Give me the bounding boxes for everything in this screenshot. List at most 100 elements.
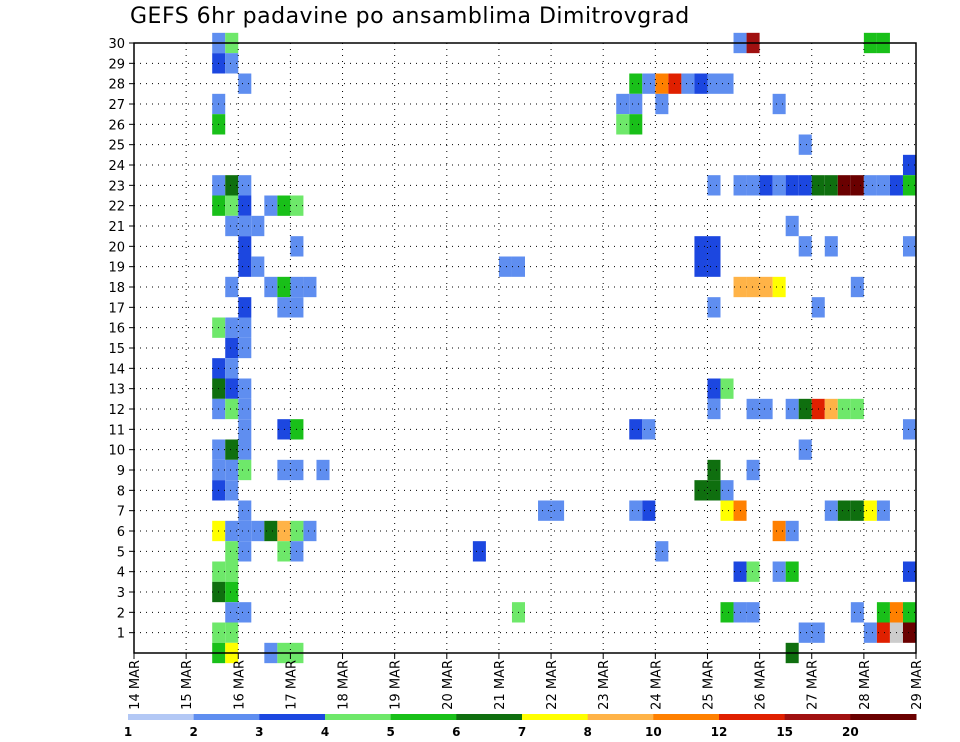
heatmap-cell bbox=[238, 419, 252, 440]
y-tick-label: 11 bbox=[108, 423, 125, 438]
heatmap-cell bbox=[472, 541, 486, 562]
heatmap-cell bbox=[238, 195, 252, 216]
heatmap-cell bbox=[225, 459, 239, 481]
y-tick-label: 20 bbox=[108, 240, 125, 255]
legend-swatch bbox=[456, 714, 523, 720]
heatmap-cell bbox=[238, 459, 252, 481]
heatmap-cell bbox=[746, 276, 760, 298]
heatmap-cell bbox=[225, 480, 239, 501]
legend-label: 3 bbox=[255, 725, 263, 739]
x-tick-label: 16 MAR bbox=[232, 660, 247, 710]
heatmap-cell bbox=[303, 520, 317, 542]
heatmap-cell bbox=[225, 520, 239, 542]
x-tick-label: 25 MAR bbox=[701, 660, 716, 710]
heatmap-cell bbox=[837, 398, 851, 420]
y-tick-label: 16 bbox=[108, 322, 125, 337]
legend-swatch bbox=[325, 714, 392, 720]
heatmap-cell bbox=[277, 541, 291, 562]
heatmap-cell bbox=[707, 459, 721, 481]
heatmap-cell bbox=[824, 236, 838, 257]
heatmap-cell bbox=[629, 73, 643, 94]
y-tick-label: 30 bbox=[108, 37, 125, 52]
heatmap-cell bbox=[824, 175, 838, 196]
heatmap-cell bbox=[694, 480, 708, 501]
heatmap-cell bbox=[707, 297, 721, 318]
x-tick-label: 14 MAR bbox=[128, 660, 143, 710]
heatmap-cell bbox=[225, 337, 239, 359]
heatmap-cell bbox=[798, 622, 812, 643]
heatmap-cell bbox=[238, 541, 252, 562]
heatmap-cell bbox=[251, 256, 265, 277]
y-tick-label: 13 bbox=[108, 383, 125, 398]
heatmap-cell bbox=[277, 459, 291, 481]
legend-label: 20 bbox=[842, 725, 859, 739]
legend-label: 10 bbox=[645, 725, 662, 739]
legend-label: 8 bbox=[583, 725, 591, 739]
heatmap-cell bbox=[850, 602, 864, 623]
heatmap-cell bbox=[720, 73, 734, 94]
heatmap-cell bbox=[902, 622, 916, 643]
heatmap-cell bbox=[551, 500, 565, 521]
y-tick-label: 26 bbox=[108, 118, 125, 133]
heatmap-cell bbox=[798, 236, 812, 257]
heatmap-cell bbox=[759, 175, 773, 196]
heatmap-cell bbox=[720, 500, 734, 521]
legend-swatch bbox=[522, 714, 589, 720]
x-tick-label: 21 MAR bbox=[493, 660, 508, 710]
heatmap-cell bbox=[225, 215, 239, 237]
heatmap-cell bbox=[655, 541, 669, 562]
heatmap-cell bbox=[642, 73, 656, 94]
x-tick-label: 27 MAR bbox=[806, 660, 821, 710]
x-tick-label: 18 MAR bbox=[337, 660, 352, 710]
heatmap-cell bbox=[720, 602, 734, 623]
heatmap-cell bbox=[225, 622, 239, 643]
heatmap-cell bbox=[850, 500, 864, 521]
legend-swatch bbox=[719, 714, 786, 720]
heatmap-cell bbox=[225, 378, 239, 399]
heatmap-cell bbox=[277, 419, 291, 440]
heatmap-cell bbox=[316, 459, 330, 481]
heatmap-cell bbox=[264, 276, 278, 298]
heatmap-cell bbox=[225, 276, 239, 298]
heatmap-cell bbox=[238, 175, 252, 196]
heatmap-cell bbox=[720, 378, 734, 399]
y-tick-label: 2 bbox=[117, 606, 125, 621]
heatmap-cell bbox=[277, 195, 291, 216]
heatmap-cell bbox=[238, 297, 252, 318]
heatmap-cell bbox=[798, 134, 812, 155]
heatmap-cell bbox=[225, 317, 239, 338]
heatmap-cell bbox=[707, 175, 721, 196]
heatmap-cell bbox=[902, 561, 916, 582]
legend-label: 6 bbox=[452, 725, 460, 739]
y-tick-label: 8 bbox=[117, 484, 125, 499]
heatmap-cell bbox=[225, 175, 239, 196]
y-tick-label: 5 bbox=[117, 545, 125, 560]
y-tick-label: 10 bbox=[108, 444, 125, 459]
y-tick-label: 17 bbox=[108, 301, 125, 316]
heatmap-cell bbox=[863, 175, 877, 196]
y-tick-label: 25 bbox=[108, 139, 125, 154]
heatmap-cell bbox=[225, 53, 239, 74]
heatmap-cell bbox=[238, 500, 252, 521]
heatmap-cell bbox=[876, 622, 890, 643]
y-tick-label: 3 bbox=[117, 586, 125, 601]
y-tick-label: 14 bbox=[108, 362, 125, 377]
legend-label: 5 bbox=[386, 725, 394, 739]
legend-swatch bbox=[390, 714, 457, 720]
heatmap-cell bbox=[902, 154, 916, 176]
legend-swatch bbox=[193, 714, 260, 720]
legend-label: 15 bbox=[776, 725, 793, 739]
heatmap-cell bbox=[655, 73, 669, 94]
x-tick-label: 22 MAR bbox=[545, 660, 560, 710]
legend-label: 1 bbox=[124, 725, 132, 739]
heatmap-cell bbox=[238, 73, 252, 94]
heatmap-cell bbox=[694, 236, 708, 257]
y-tick-label: 22 bbox=[108, 200, 125, 215]
y-tick-label: 29 bbox=[108, 57, 125, 72]
heatmap-cell bbox=[850, 398, 864, 420]
heatmap-cell bbox=[264, 195, 278, 216]
heatmap-cell bbox=[746, 602, 760, 623]
heatmap-cell bbox=[785, 175, 799, 196]
heatmap-cell bbox=[629, 500, 643, 521]
heatmap-cell bbox=[238, 520, 252, 542]
